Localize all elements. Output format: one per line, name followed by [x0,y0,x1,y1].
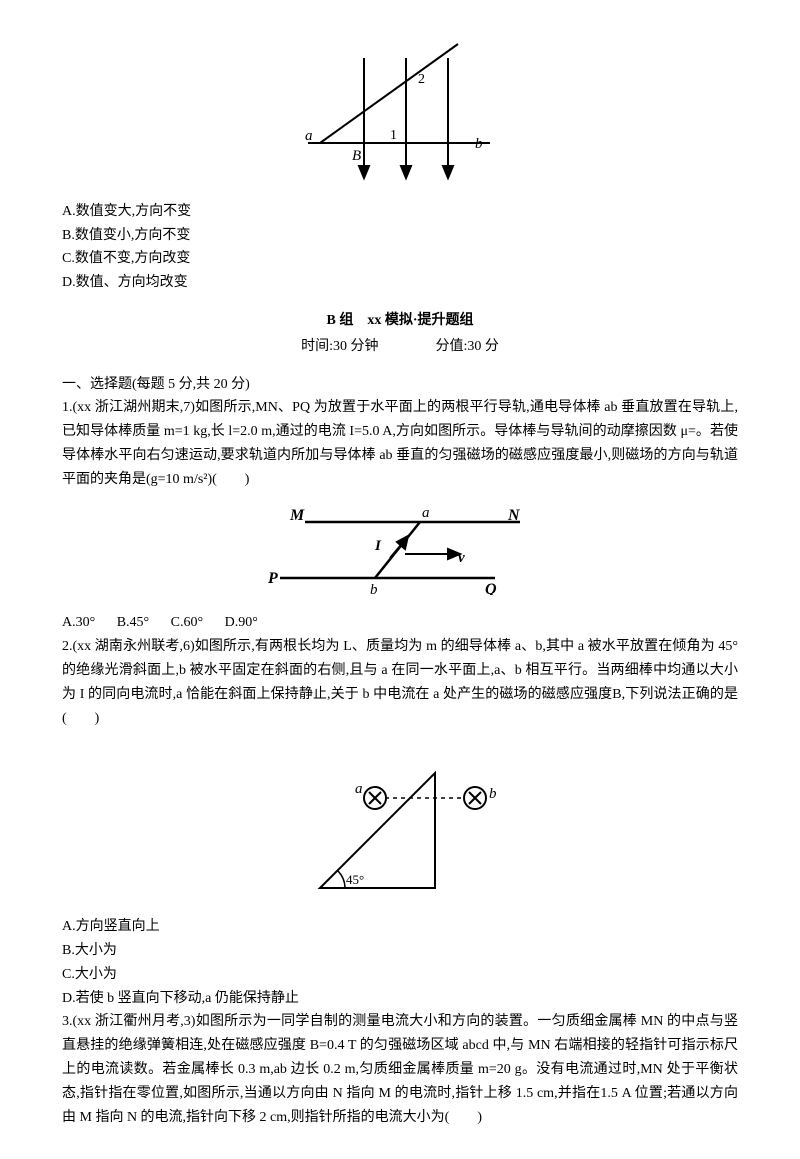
svg-text:a: a [422,505,430,521]
q1-opt-a: A.30° [62,615,95,630]
q2-opt-a: A.方向竖直向上 [62,915,738,939]
fig1-label-B: B [352,148,361,164]
q2-svg: 45° a b [300,738,500,898]
q2-opt-d: D.若使 b 竖直向下移动,a 仍能保持静止 [62,987,738,1011]
prev-q-options: A.数值变大,方向不变 B.数值变小,方向不变 C.数值不变,方向改变 D.数值… [62,200,738,295]
q3-text: 3.(xx 浙江衢州月考,3)如图所示为一同学自制的测量电流大小和方向的装置。一… [62,1010,738,1129]
q2-opt-b: B.大小为 [62,939,738,963]
group-b-sub: 时间:30 分钟 分值:30 分 [62,335,738,359]
q1-figure: M N P Q a b I v [62,500,738,604]
svg-text:Q: Q [485,581,497,595]
fig1-label-2: 2 [418,72,425,87]
fig1-svg: a b B 1 2 [290,38,510,183]
q1-text: 1.(xx 浙江湖州期末,7)如图所示,MN、PQ 为放置于水平面上的两根平行导… [62,396,738,491]
svg-text:v: v [458,550,465,566]
svg-text:P: P [267,570,278,587]
q1-options: A.30° B.45° C.60° D.90° [62,611,738,635]
group-b-time: 时间:30 分钟 [301,339,378,354]
q2-options: A.方向竖直向上 B.大小为 C.大小为 D.若使 b 竖直向下移动,a 仍能保… [62,915,738,1010]
fig1-label-1: 1 [390,128,397,143]
group-b-title: B 组 xx 模拟·提升题组 [62,309,738,333]
svg-text:N: N [507,507,521,524]
svg-text:M: M [289,507,305,524]
svg-text:a: a [355,781,363,797]
q1-opt-c: C.60° [171,615,203,630]
svg-text:b: b [370,582,378,595]
q1-opt-d: D.90° [225,615,258,630]
figure-prev-q: a b B 1 2 [62,38,738,192]
group-b-score: 分值:30 分 [436,339,499,354]
prev-opt-c: C.数值不变,方向改变 [62,247,738,271]
prev-opt-b: B.数值变小,方向不变 [62,224,738,248]
prev-opt-d: D.数值、方向均改变 [62,271,738,295]
q1-opt-b: B.45° [117,615,149,630]
q2-figure: 45° a b [62,738,738,907]
svg-text:I: I [374,538,382,554]
svg-text:b: b [489,786,497,802]
fig1-label-b: b [475,136,483,152]
section1-header: 一、选择题(每题 5 分,共 20 分) [62,373,738,397]
q2-text: 2.(xx 湖南永州联考,6)如图所示,有两根长均为 L、质量均为 m 的细导体… [62,635,738,730]
fig1-label-a: a [305,128,313,144]
q1-svg: M N P Q a b I v [260,500,540,595]
svg-text:45°: 45° [346,872,364,887]
q2-opt-c: C.大小为 [62,963,738,987]
prev-opt-a: A.数值变大,方向不变 [62,200,738,224]
